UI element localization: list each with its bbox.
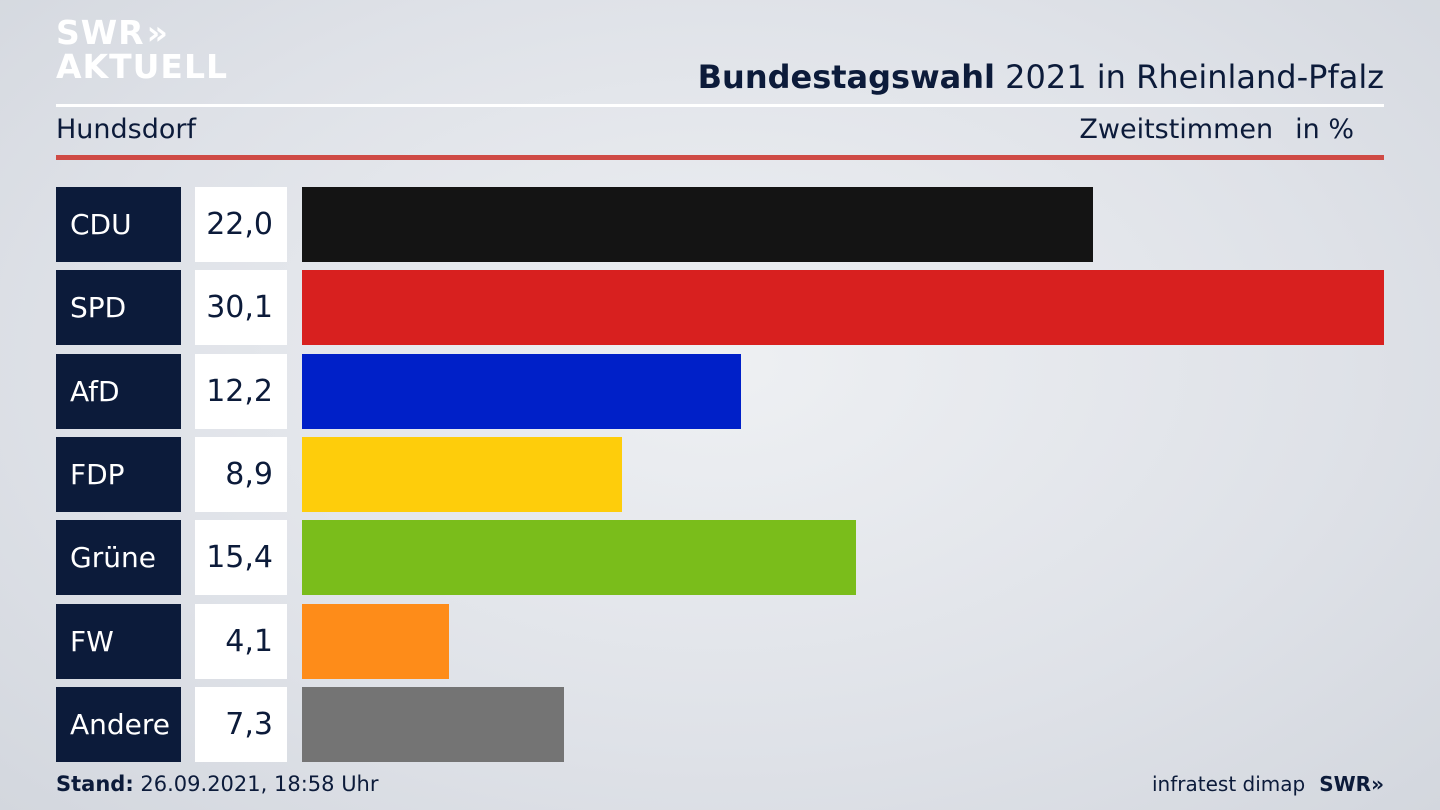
chevron-right-icon: »	[146, 13, 169, 52]
party-label: AfD	[56, 353, 181, 429]
value-label: 12,2	[195, 353, 287, 429]
location-label: Hundsdorf	[56, 114, 196, 145]
swr-brand: SWR»	[1319, 772, 1384, 796]
swr-aktuell-logo: SWR » AKTUELL	[56, 16, 228, 84]
accent-divider	[56, 155, 1384, 160]
source-credit: infratest dimap SWR»	[1152, 772, 1384, 796]
measure-label: Zweitstimmen in %	[1079, 114, 1354, 145]
value-label: 30,1	[195, 270, 287, 346]
bar-row: CDU 22,0	[56, 187, 1384, 262]
timestamp: Stand: 26.09.2021, 18:58 Uhr	[56, 772, 379, 796]
party-label: FW	[56, 603, 181, 679]
value-label: 15,4	[195, 520, 287, 596]
measure-text: Zweitstimmen	[1079, 114, 1274, 145]
logo-text-swr: SWR	[56, 13, 145, 52]
bar-chart: CDU 22,0 SPD 30,1 AfD 12,2 FDP 8,9 Grüne 15,4 FW 4,…	[56, 187, 1384, 763]
value-label: 22,0	[195, 187, 287, 262]
bar-row: AfD 12,2	[56, 353, 1384, 429]
stand-label: Stand:	[56, 772, 134, 796]
bar	[302, 187, 1093, 262]
bar-row: SPD 30,1	[56, 270, 1384, 346]
bar	[302, 603, 450, 679]
bar	[302, 353, 741, 429]
stand-value: 26.09.2021, 18:58 Uhr	[140, 772, 379, 796]
source-text: infratest dimap	[1152, 772, 1306, 796]
party-label: CDU	[56, 187, 181, 262]
header-divider	[56, 104, 1384, 107]
value-label: 7,3	[195, 686, 287, 762]
party-label: FDP	[56, 436, 181, 512]
party-label: Andere	[56, 686, 181, 762]
bar-row: FW 4,1	[56, 603, 1384, 679]
value-label: 8,9	[195, 436, 287, 512]
party-label: SPD	[56, 270, 181, 346]
unit-text: in %	[1295, 114, 1354, 145]
bar	[302, 686, 565, 762]
title-bold: Bundestagswahl	[697, 58, 995, 96]
value-label: 4,1	[195, 603, 287, 679]
bar	[302, 270, 1384, 346]
bar	[302, 520, 856, 596]
bar	[302, 436, 622, 512]
party-label: Grüne	[56, 520, 181, 596]
bar-row: FDP 8,9	[56, 436, 1384, 512]
logo-text-aktuell: AKTUELL	[56, 47, 229, 86]
page-title: Bundestagswahl 2021 in Rheinland-Pfalz	[698, 58, 1384, 96]
bar-row: Grüne 15,4	[56, 520, 1384, 596]
title-rest: 2021 in Rheinland-Pfalz	[1005, 58, 1384, 96]
bar-row: Andere 7,3	[56, 686, 1384, 762]
